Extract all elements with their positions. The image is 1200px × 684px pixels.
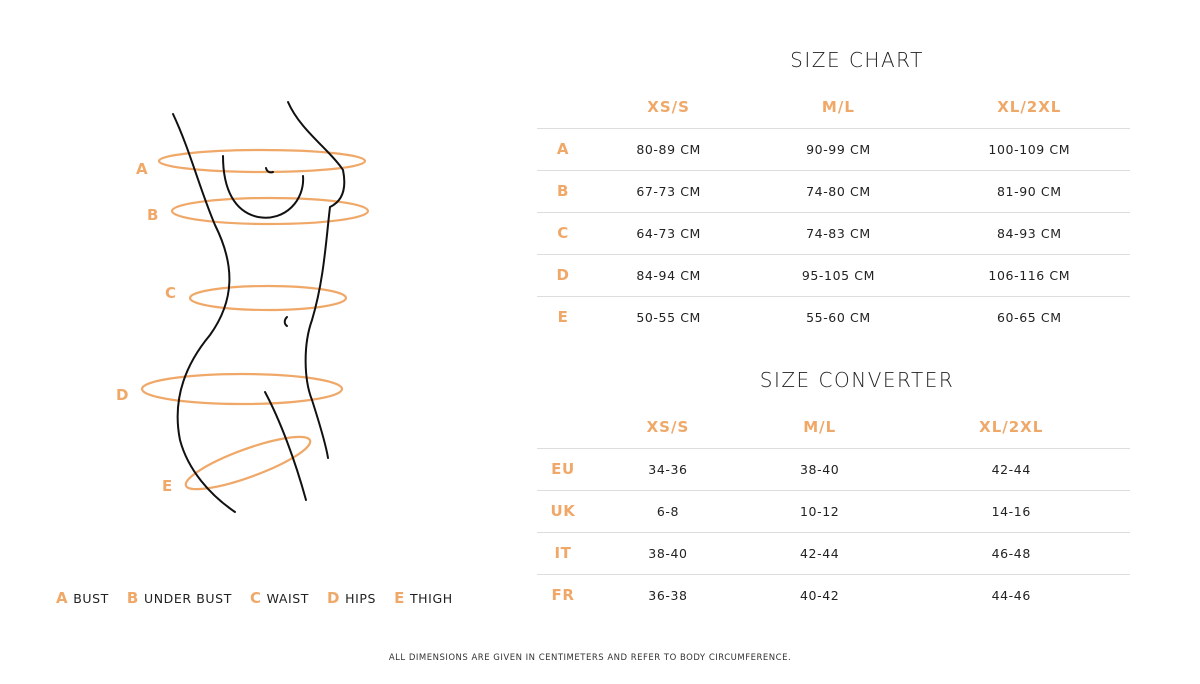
header-row: XS/S M/L XL/2XL: [537, 86, 1130, 128]
label-b: B: [147, 206, 158, 224]
label-c: C: [165, 284, 176, 302]
table-cell: 55-60 CM: [748, 295, 929, 338]
table-row: E 50-55 CM 55-60 CM 60-65 CM: [537, 295, 1130, 338]
table-cell: 106-116 CM: [928, 253, 1130, 296]
table-cell: 74-80 CM: [748, 169, 929, 212]
row-key: A: [537, 127, 589, 170]
table-cell: 80-89 CM: [589, 127, 749, 170]
size-converter-table: XS/S M/L XL/2XL EU 34-36 38-40 42-44 UK 6-8 10-12…: [537, 406, 1130, 616]
label-a: A: [136, 160, 148, 178]
table-cell: 34-36: [589, 447, 747, 490]
row-key: FR: [537, 573, 589, 616]
corner-cell: [537, 406, 589, 448]
row-key: C: [537, 211, 589, 254]
size-chart-table: XS/S M/L XL/2XL A 80-89 CM 90-99 CM 100-109 CM…: [537, 86, 1130, 338]
size-chart-title: SIZE CHART: [790, 48, 924, 72]
legend-item: B UNDER BUST: [127, 589, 232, 607]
table-cell: 40-42: [746, 573, 893, 616]
column-header: XS/S: [646, 417, 690, 436]
table-cell: 67-73 CM: [589, 169, 749, 212]
legend-item: A BUST: [56, 589, 109, 607]
table-cell: 44-46: [892, 573, 1130, 616]
table-cell: 42-44: [892, 447, 1130, 490]
header-row: XS/S M/L XL/2XL: [537, 406, 1130, 448]
column-header: XL/2XL: [979, 417, 1044, 436]
ring-c: [188, 284, 348, 312]
column-header: M/L: [803, 417, 837, 436]
legend-letter: D: [327, 589, 341, 607]
row-key: B: [537, 169, 589, 212]
table-row: UK 6-8 10-12 14-16: [537, 489, 1130, 532]
table-cell: 95-105 CM: [748, 253, 929, 296]
table-cell: 46-48: [892, 531, 1130, 574]
legend-item: D HIPS: [327, 589, 376, 607]
table-cell: 14-16: [892, 489, 1130, 532]
body-outline: [172, 101, 346, 513]
table-cell: 84-94 CM: [589, 253, 749, 296]
legend-letter: C: [249, 589, 262, 607]
table-cell: 84-93 CM: [928, 211, 1130, 254]
label-e: E: [162, 477, 172, 495]
ring-e: [184, 435, 312, 491]
ring-a: [157, 148, 367, 174]
row-key: IT: [537, 531, 589, 574]
row-key: EU: [537, 447, 589, 490]
table-row: C 64-73 CM 74-83 CM 84-93 CM: [537, 211, 1130, 254]
legend-item: E THIGH: [394, 589, 453, 607]
row-key: UK: [537, 489, 589, 532]
row-key: E: [537, 295, 589, 338]
measurement-legend: A BUST B UNDER BUST C WAIST D HIPS E THIGH: [56, 589, 453, 607]
footnote: ALL DIMENSIONS ARE GIVEN IN CENTIMETERS …: [388, 653, 792, 663]
legend-label: UNDER BUST: [143, 591, 232, 606]
ring-b: [170, 196, 370, 226]
table-cell: 38-40: [589, 531, 747, 574]
table-cell: 10-12: [746, 489, 893, 532]
table-cell: 90-99 CM: [748, 127, 929, 170]
table-row: IT 38-40 42-44 46-48: [537, 531, 1130, 574]
table-cell: 38-40: [746, 447, 893, 490]
table-cell: 81-90 CM: [928, 169, 1130, 212]
column-header: M/L: [821, 97, 855, 116]
legend-label: THIGH: [409, 591, 453, 606]
legend-letter: E: [394, 589, 405, 607]
table-row: FR 36-38 40-42 44-46: [537, 573, 1130, 616]
table-cell: 100-109 CM: [928, 127, 1130, 170]
table-row: B 67-73 CM 74-80 CM 81-90 CM: [537, 169, 1130, 212]
table-cell: 64-73 CM: [589, 211, 749, 254]
size-converter-title: SIZE CONVERTER: [759, 368, 955, 392]
legend-letter: A: [56, 589, 69, 607]
table-cell: 50-55 CM: [589, 295, 749, 338]
ring-d: [140, 372, 344, 406]
row-key: D: [537, 253, 589, 296]
table-row: D 84-94 CM 95-105 CM 106-116 CM: [537, 253, 1130, 296]
column-header: XL/2XL: [997, 97, 1062, 116]
legend-label: HIPS: [345, 591, 377, 606]
column-header: XS/S: [647, 97, 690, 116]
table-cell: 74-83 CM: [748, 211, 929, 254]
legend-item: C WAIST: [250, 589, 309, 607]
table-cell: 60-65 CM: [928, 295, 1130, 338]
table-row: EU 34-36 38-40 42-44: [537, 447, 1130, 490]
measurement-rings: [140, 148, 370, 491]
label-d: D: [116, 386, 128, 404]
table-cell: 42-44: [746, 531, 893, 574]
legend-label: BUST: [73, 591, 109, 606]
table-cell: 6-8: [589, 489, 747, 532]
legend-label: WAIST: [266, 591, 310, 606]
body-measurement-figure: A B C D E: [116, 101, 370, 513]
table-cell: 36-38: [589, 573, 747, 616]
corner-cell: [537, 86, 589, 128]
legend-letter: B: [126, 589, 139, 607]
table-row: A 80-89 CM 90-99 CM 100-109 CM: [537, 127, 1130, 170]
